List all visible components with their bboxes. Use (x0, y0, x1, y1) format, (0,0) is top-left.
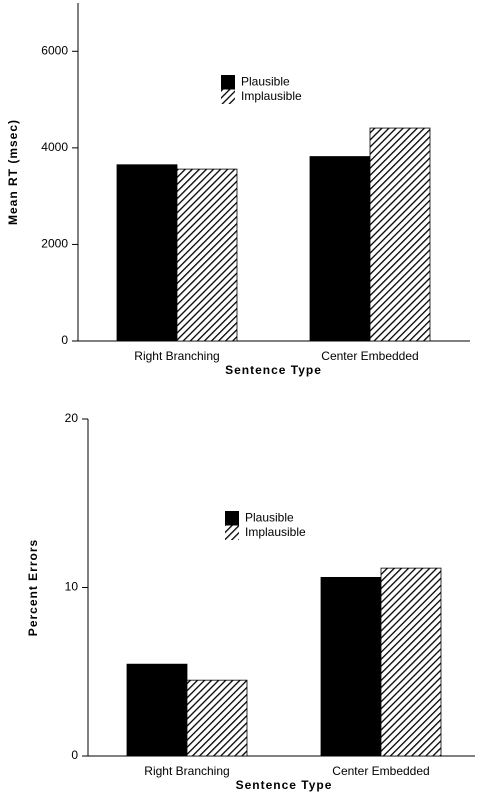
x-axis-title: Sentence Type (225, 363, 322, 377)
legend-label: Implausible (245, 525, 306, 539)
bar (369, 127, 431, 342)
bar (116, 164, 178, 342)
y-tick-label: 4000 (41, 140, 68, 154)
bar (176, 168, 238, 342)
legend-swatch (221, 75, 235, 90)
y-axis-title: Mean RT (msec) (6, 119, 20, 225)
legend-label: Plausible (241, 75, 290, 89)
x-tick-label: Center Embedded (332, 764, 429, 778)
y-tick-label: 10 (65, 580, 79, 594)
y-tick-label: 0 (71, 748, 78, 762)
x-axis-title: Sentence Type (236, 778, 333, 792)
legend-swatch (221, 89, 235, 104)
legend-swatch (225, 511, 239, 526)
bar (320, 576, 382, 757)
legend-swatch (225, 525, 239, 540)
y-tick-label: 6000 (41, 43, 68, 57)
legend-label: Implausible (241, 89, 302, 103)
y-tick-label: 0 (61, 333, 68, 347)
x-tick-label: Center Embedded (321, 349, 418, 363)
legend-label: Plausible (245, 511, 294, 525)
bar (126, 663, 188, 757)
y-tick-label: 20 (65, 411, 79, 425)
x-tick-label: Right Branching (144, 764, 229, 778)
bar (186, 679, 248, 757)
bar (309, 156, 371, 342)
bar (380, 567, 442, 757)
y-tick-label: 2000 (41, 237, 68, 251)
x-tick-label: Right Branching (134, 349, 219, 363)
y-axis-title: Percent Errors (26, 539, 40, 636)
